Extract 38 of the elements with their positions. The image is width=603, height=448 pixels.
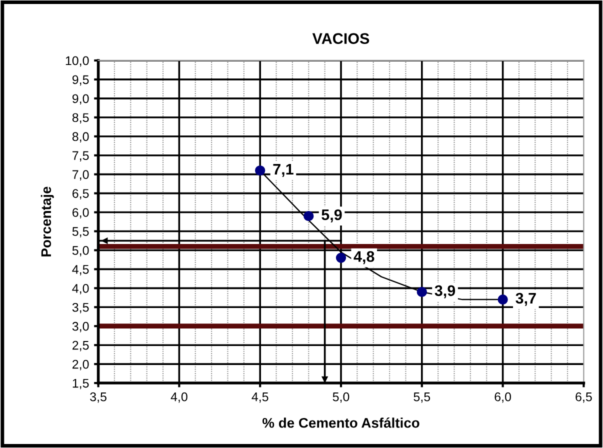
point: [336, 252, 346, 263]
y-tick-label: 10,0: [66, 56, 89, 67]
x-tick-label: 3,5: [90, 392, 106, 403]
y-tick-label: 7,5: [72, 151, 89, 162]
x-tick-label: 5,5: [414, 392, 430, 403]
y-tick-label: 5,5: [72, 227, 89, 238]
y-tick-label: 9,5: [72, 75, 89, 86]
y-tick-label: 1,5: [72, 378, 89, 390]
y-tick-label: 6,5: [72, 189, 89, 200]
point: [416, 286, 427, 298]
x-tick-label: 5,0: [332, 392, 350, 403]
y-tick-label: 9,0: [72, 94, 89, 105]
point: [304, 210, 314, 222]
y-tick-label: 8,5: [72, 113, 89, 124]
x-tick-label: 6,0: [494, 392, 511, 403]
y-tick-label: 2,0: [72, 360, 89, 370]
x-tick-label: 6,5: [576, 392, 592, 403]
data-label: 4,8: [354, 251, 374, 264]
y-axis-title: Porcentaje: [40, 186, 54, 256]
y-tick-label: 2,5: [72, 340, 89, 352]
y-tick-label: 4,5: [72, 265, 89, 276]
y-tick-label: 5,0: [72, 246, 89, 256]
y-tick-label: 6,0: [72, 208, 89, 218]
x-axis-title: % de Cemento Asfáltico: [262, 417, 420, 428]
data-label: 3,9: [434, 285, 456, 298]
y-tick-label: 3,5: [72, 302, 89, 314]
point: [498, 294, 508, 305]
data-label: 5,9: [322, 209, 342, 222]
y-tick-label: 8,0: [72, 132, 89, 143]
data-label: 3,7: [516, 292, 536, 306]
chart-title: VACIOS: [312, 33, 370, 44]
y-tick-label: 4,0: [72, 284, 89, 294]
x-tick-label: 4,0: [170, 392, 188, 403]
point: [255, 165, 266, 176]
y-tick-label: 3,0: [72, 322, 89, 332]
y-tick-label: 7,0: [72, 170, 89, 180]
x-tick-label: 4,5: [252, 392, 268, 403]
data-label: 7,1: [273, 164, 294, 177]
